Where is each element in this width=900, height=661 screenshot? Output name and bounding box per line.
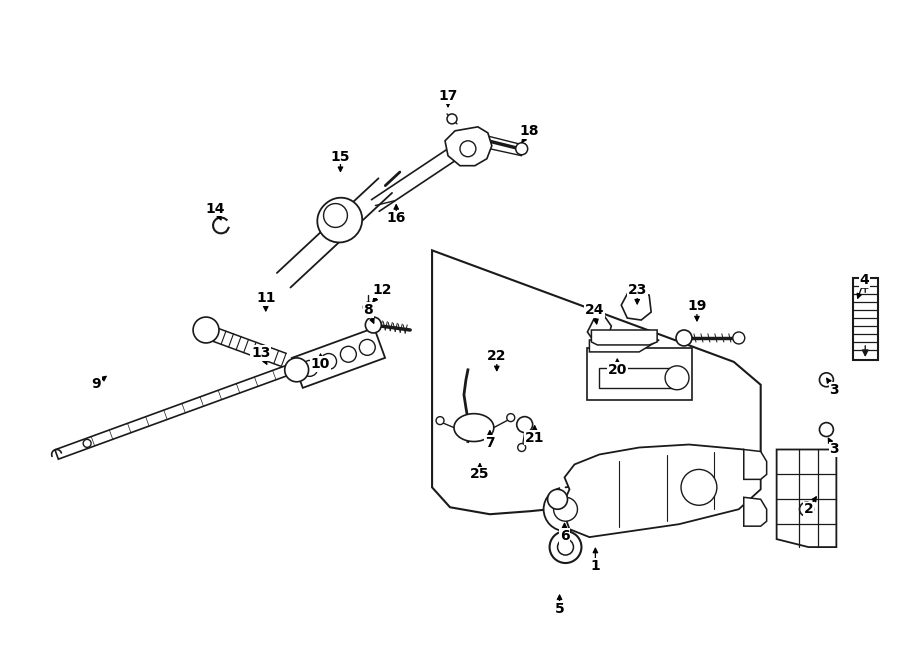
- Circle shape: [544, 487, 588, 531]
- Text: 3: 3: [830, 442, 839, 457]
- Circle shape: [516, 143, 527, 155]
- Text: 17: 17: [438, 89, 458, 103]
- Text: 1: 1: [590, 559, 600, 573]
- Text: 8: 8: [364, 303, 374, 317]
- Circle shape: [665, 366, 689, 390]
- Circle shape: [819, 422, 833, 436]
- Circle shape: [518, 444, 526, 451]
- Text: 11: 11: [256, 291, 275, 305]
- Polygon shape: [445, 127, 491, 166]
- Circle shape: [460, 141, 476, 157]
- Text: 7: 7: [485, 436, 495, 449]
- Polygon shape: [743, 497, 767, 526]
- Circle shape: [554, 497, 578, 521]
- Circle shape: [359, 339, 375, 356]
- Circle shape: [447, 114, 457, 124]
- Circle shape: [507, 414, 515, 422]
- Circle shape: [799, 502, 814, 516]
- Circle shape: [436, 416, 444, 424]
- Polygon shape: [590, 340, 659, 352]
- Circle shape: [557, 539, 573, 555]
- Polygon shape: [853, 278, 878, 360]
- Text: 23: 23: [627, 283, 647, 297]
- Circle shape: [340, 346, 356, 362]
- Text: 22: 22: [487, 349, 507, 363]
- Circle shape: [550, 531, 581, 563]
- Text: 3: 3: [830, 383, 839, 397]
- Polygon shape: [55, 357, 312, 459]
- Polygon shape: [591, 330, 657, 345]
- Polygon shape: [454, 414, 494, 442]
- Polygon shape: [292, 328, 385, 388]
- Text: 18: 18: [520, 124, 539, 138]
- Circle shape: [194, 317, 219, 343]
- Circle shape: [302, 360, 318, 376]
- Polygon shape: [324, 204, 347, 227]
- Circle shape: [517, 416, 533, 432]
- Text: 5: 5: [554, 602, 564, 616]
- Polygon shape: [588, 316, 611, 342]
- Circle shape: [547, 489, 568, 509]
- Text: 4: 4: [860, 273, 869, 288]
- Polygon shape: [562, 444, 760, 537]
- Circle shape: [676, 330, 692, 346]
- Polygon shape: [743, 449, 767, 479]
- Text: 25: 25: [470, 467, 490, 481]
- Circle shape: [284, 358, 309, 382]
- Text: 19: 19: [688, 299, 706, 313]
- Circle shape: [365, 317, 382, 333]
- Polygon shape: [621, 290, 652, 320]
- Text: 6: 6: [560, 529, 570, 543]
- Text: 9: 9: [92, 377, 102, 391]
- Circle shape: [364, 302, 374, 312]
- Text: 15: 15: [330, 150, 350, 164]
- Text: 2: 2: [804, 502, 814, 516]
- Polygon shape: [777, 449, 836, 547]
- Circle shape: [733, 332, 745, 344]
- Circle shape: [320, 354, 337, 369]
- Text: 14: 14: [205, 202, 225, 215]
- Circle shape: [681, 469, 717, 505]
- Bar: [599, 368, 674, 388]
- Circle shape: [819, 373, 833, 387]
- Text: 13: 13: [251, 346, 271, 360]
- Circle shape: [83, 440, 91, 447]
- Polygon shape: [432, 251, 760, 514]
- Text: 12: 12: [373, 283, 392, 297]
- Text: 10: 10: [310, 357, 330, 371]
- Text: 20: 20: [608, 363, 627, 377]
- Text: 16: 16: [386, 212, 406, 225]
- Text: 21: 21: [525, 430, 544, 445]
- Bar: [588, 348, 692, 400]
- Polygon shape: [318, 198, 362, 243]
- Text: 24: 24: [585, 303, 604, 317]
